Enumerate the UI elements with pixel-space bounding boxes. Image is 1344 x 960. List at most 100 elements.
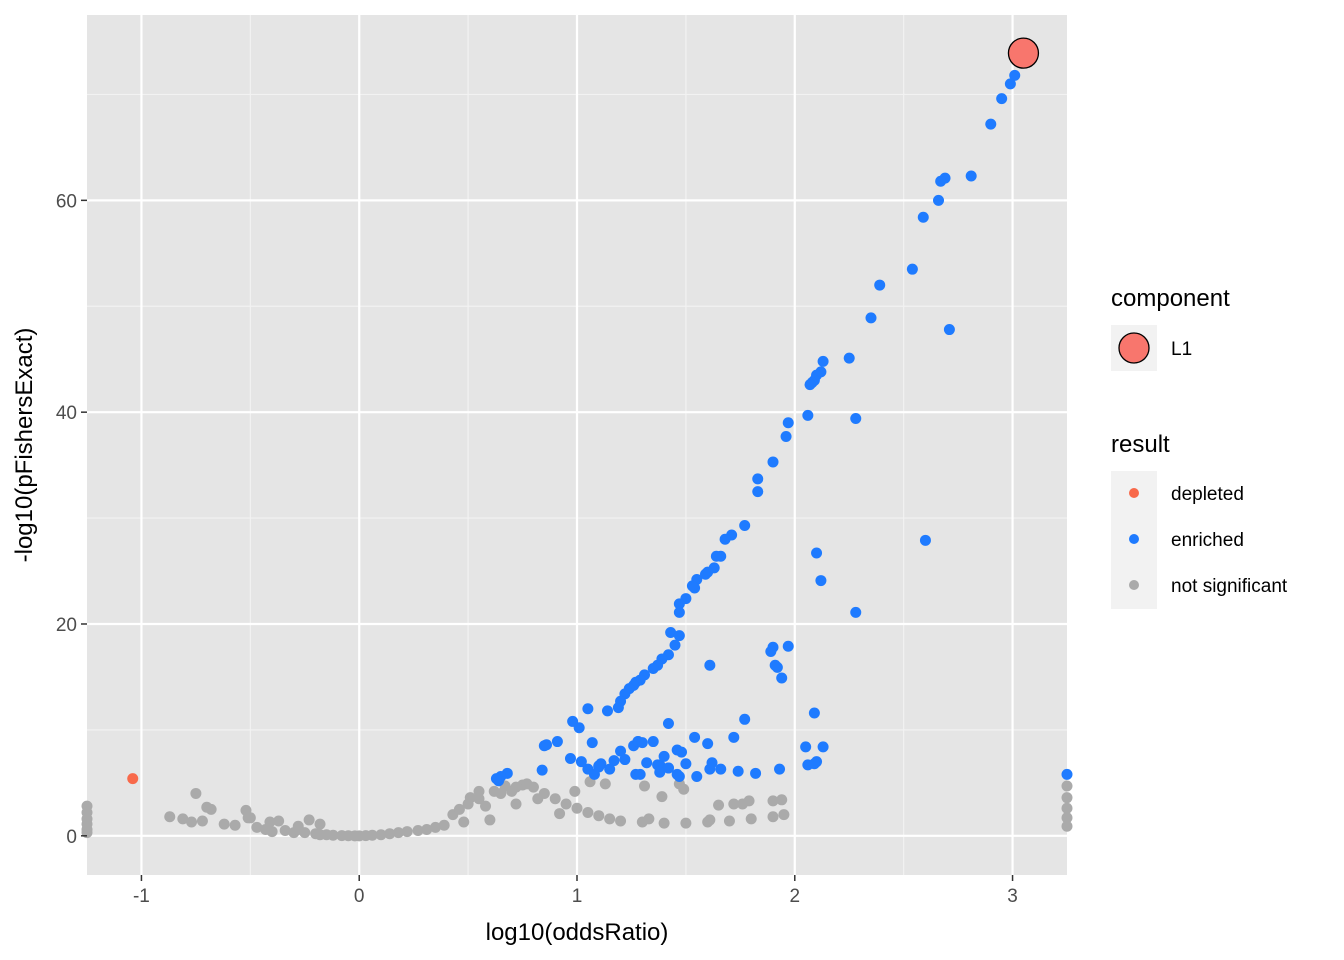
point-enriched [706,757,718,769]
point-not-significant [713,799,725,811]
point-enriched [615,745,627,757]
point-enriched [906,263,918,275]
point-not-significant [384,828,396,840]
point-enriched [715,763,727,775]
point-enriched [604,763,616,775]
point-not-significant [264,816,276,828]
point-enriched [691,771,703,783]
x-tick-label: -1 [133,886,150,907]
point-not-significant [480,800,492,812]
point-enriched [802,409,814,421]
point-enriched [586,737,598,749]
point-enriched [647,736,659,748]
x-tick-label: 2 [789,886,800,907]
point-not-significant [392,827,404,839]
x-axis-ticks: -1 0 1 2 3 [133,875,1018,907]
y-tick-label: 60 [56,191,77,212]
point-enriched [662,762,674,774]
point-enriched [654,766,666,778]
point-enriched [593,760,605,772]
point-not-significant [273,815,285,827]
point-enriched [673,771,685,783]
point-enriched [933,194,945,206]
point-enriched [782,640,794,652]
legend-result: result depleted enriched not significant [1111,431,1288,609]
point-not-significant [164,811,176,823]
point-enriched [943,324,955,336]
point-enriched [917,211,929,223]
point-component-l1 [1007,37,1040,69]
point-not-significant [582,807,594,819]
point-enriched [658,750,670,762]
point-enriched [739,713,751,725]
point-not-significant [571,802,583,814]
point-not-significant [375,829,387,841]
point-not-significant [421,823,433,835]
point-enriched [719,533,731,545]
point-not-significant [412,825,424,837]
point-not-significant [366,829,378,841]
point-enriched [804,379,816,391]
y-tick-label: 0 [66,827,77,848]
point-enriched [619,754,631,766]
y-tick-label: 40 [56,403,77,424]
legend-component-l1-key [1118,332,1150,364]
legend-result-depleted-key [1129,488,1139,498]
point-not-significant [488,785,500,797]
point-not-significant [484,814,496,826]
point-not-significant [1061,802,1073,814]
legend-result-enriched-key [1129,534,1139,544]
point-enriched [582,703,594,715]
x-tick-label: 3 [1007,886,1018,907]
y-axis-title: -log10(pFishersExact) [11,328,38,563]
point-enriched [676,746,688,758]
point-enriched [662,718,674,730]
points-not-significant [81,776,1073,842]
legend-result-depleted-label: depleted [1171,484,1244,505]
legend-component-title: component [1111,285,1230,312]
point-not-significant [658,817,670,829]
point-not-significant [532,793,544,805]
point-not-significant [1061,820,1073,832]
point-not-significant [704,814,716,826]
point-enriched [811,547,823,559]
point-enriched [752,473,764,485]
point-enriched [817,741,829,753]
point-enriched [641,757,653,769]
point-not-significant [767,795,779,807]
point-not-significant [429,821,441,833]
point-enriched [732,765,744,777]
point-not-significant [244,812,256,824]
point-enriched [815,575,827,587]
point-enriched [850,606,862,618]
point-enriched [588,768,600,780]
point-not-significant [521,778,533,790]
point-enriched [636,737,648,749]
point-not-significant [723,815,735,827]
point-not-significant [327,829,339,841]
point-not-significant [549,793,561,805]
legend-result-not-significant-label: not significant [1171,576,1288,597]
point-not-significant [767,811,779,823]
point-enriched [808,707,820,719]
point-enriched [1004,78,1016,90]
point-enriched [739,519,751,531]
point-not-significant [639,780,651,792]
point-not-significant [680,817,692,829]
point-enriched [865,312,877,324]
point-not-significant [678,783,690,795]
point-enriched [575,756,587,768]
point-not-significant [604,813,616,825]
point-enriched [843,352,855,364]
point-not-significant [303,814,315,826]
point-not-significant [218,818,230,830]
point-enriched [673,606,685,618]
point-not-significant [778,809,790,821]
point-not-significant [464,792,476,804]
point-not-significant [656,791,668,803]
point-enriched [699,568,711,580]
point-not-significant [510,798,522,810]
points-significant [127,69,1073,787]
point-enriched [710,550,722,562]
